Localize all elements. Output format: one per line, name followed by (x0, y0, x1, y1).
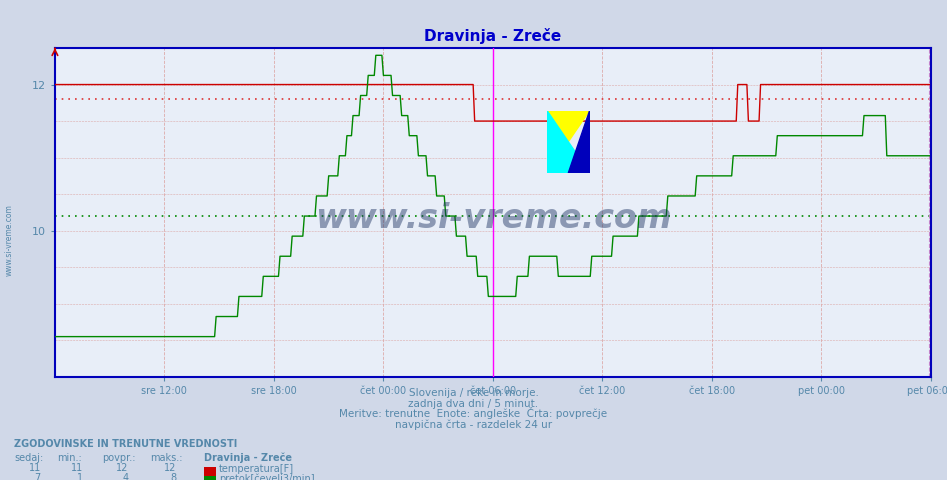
Text: 12: 12 (164, 463, 176, 473)
Text: navpična črta - razdelek 24 ur: navpična črta - razdelek 24 ur (395, 419, 552, 430)
Text: min.:: min.: (57, 453, 81, 463)
Polygon shape (568, 110, 590, 173)
Text: 7: 7 (34, 473, 41, 480)
Text: Dravinja - Zreče: Dravinja - Zreče (204, 452, 292, 463)
Text: temperatura[F]: temperatura[F] (219, 464, 294, 474)
Text: 11: 11 (71, 463, 83, 473)
Polygon shape (547, 110, 590, 173)
Text: pretok[čevelj3/min]: pretok[čevelj3/min] (219, 473, 314, 480)
Text: 8: 8 (170, 473, 176, 480)
Text: povpr.:: povpr.: (102, 453, 135, 463)
Text: maks.:: maks.: (150, 453, 182, 463)
Text: sedaj:: sedaj: (14, 453, 44, 463)
Text: ZGODOVINSKE IN TRENUTNE VREDNOSTI: ZGODOVINSKE IN TRENUTNE VREDNOSTI (14, 439, 238, 449)
Text: 12: 12 (116, 463, 129, 473)
Text: 1: 1 (78, 473, 83, 480)
Text: zadnja dva dni / 5 minut.: zadnja dva dni / 5 minut. (408, 398, 539, 408)
Text: Meritve: trenutne  Enote: angleške  Črta: povprečje: Meritve: trenutne Enote: angleške Črta: … (339, 407, 608, 419)
Text: www.si-vreme.com: www.si-vreme.com (5, 204, 14, 276)
Text: 4: 4 (123, 473, 129, 480)
Text: Slovenija / reke in morje.: Slovenija / reke in morje. (408, 388, 539, 398)
Polygon shape (547, 110, 590, 173)
Title: Dravinja - Zreče: Dravinja - Zreče (424, 28, 562, 44)
Text: 11: 11 (28, 463, 41, 473)
Text: www.si-vreme.com: www.si-vreme.com (314, 203, 671, 236)
